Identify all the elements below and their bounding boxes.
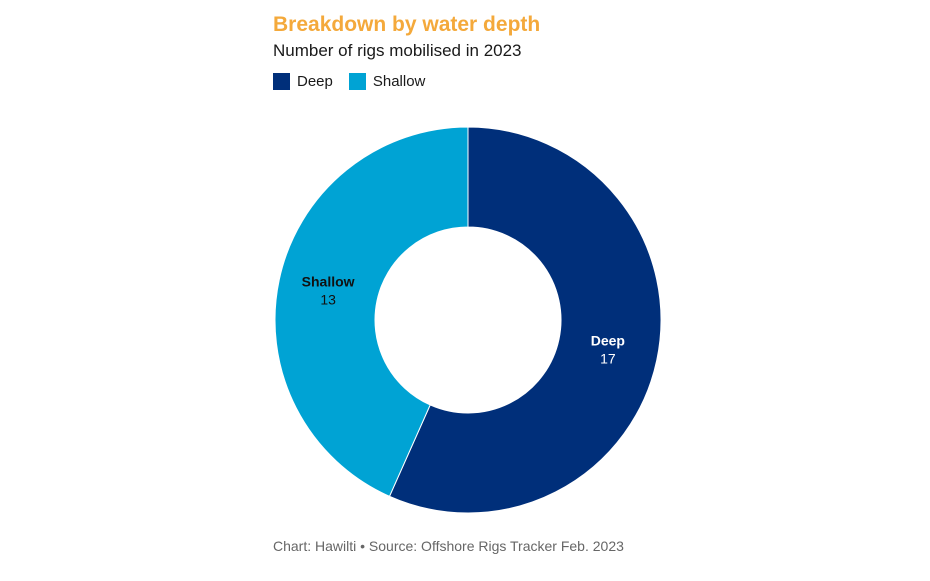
legend-item-shallow: Shallow: [348, 73, 426, 90]
chart-subtitle: Number of rigs mobilised in 2023: [273, 41, 522, 60]
slice-value-deep: 17: [600, 351, 616, 367]
chart-title: Breakdown by water depth: [273, 13, 541, 36]
slice-label-shallow: Shallow: [302, 273, 355, 289]
legend-label-shallow: Shallow: [372, 73, 426, 90]
donut-slice-deep: [388, 126, 662, 514]
legend-label-deep: Deep: [297, 73, 333, 90]
legend-swatch-shallow: [348, 73, 366, 90]
slice-value-shallow: 13: [320, 291, 336, 307]
chart-legend: Deep Shallow: [273, 73, 441, 90]
legend-swatch-deep: [273, 73, 290, 90]
slice-label-deep: Deep: [591, 333, 625, 349]
donut-slice-shallow: [274, 126, 469, 497]
chart-source-note: Chart: Hawilti • Source: Offshore Rigs T…: [273, 538, 624, 554]
legend-item-deep: Deep: [273, 73, 333, 90]
